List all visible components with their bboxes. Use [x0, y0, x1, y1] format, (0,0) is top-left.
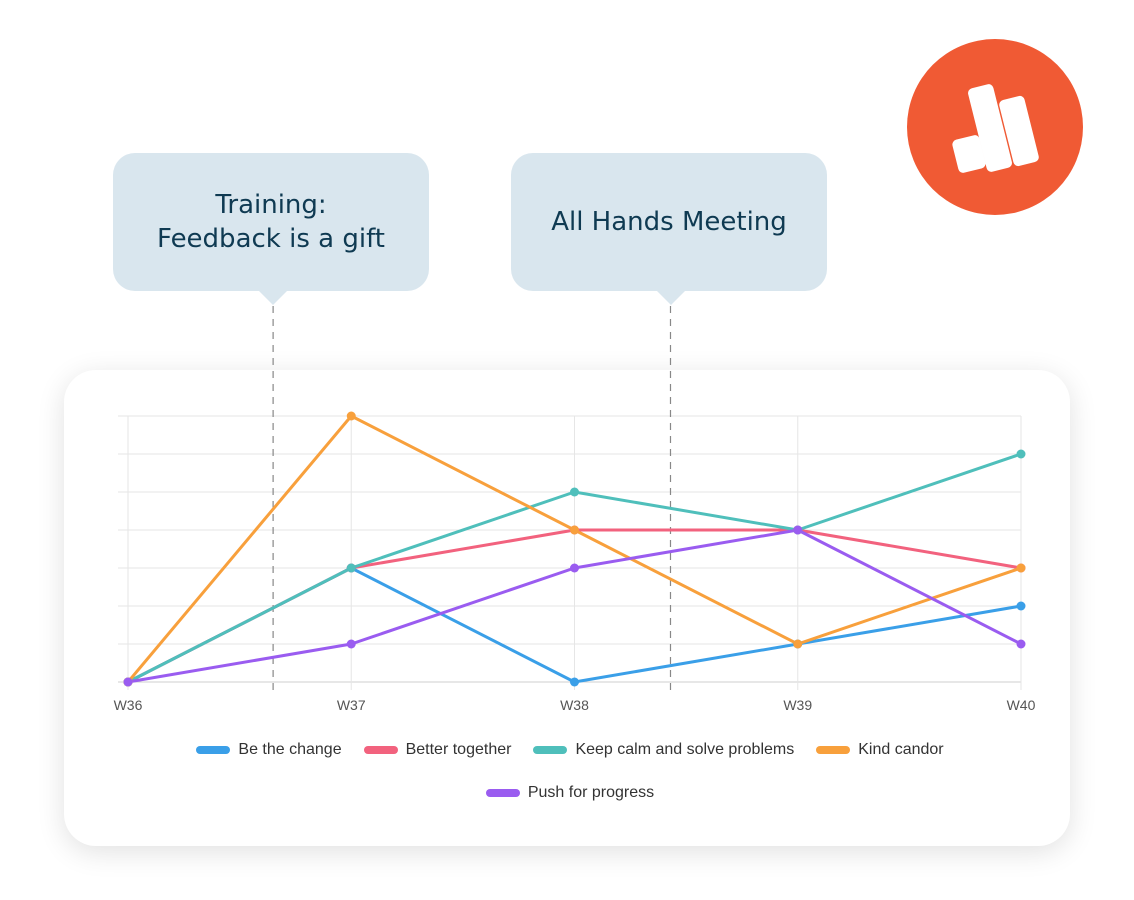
data-point-be-the-change — [1016, 601, 1026, 611]
legend-swatch — [363, 746, 398, 754]
legend-swatch — [196, 746, 231, 754]
legend-row-2: Push for progress — [170, 784, 970, 802]
data-point-keep-calm-and-solve-problems — [346, 563, 356, 573]
callout-training: Training: Feedback is a gift — [113, 153, 429, 305]
bar-chart-logo-icon — [907, 39, 1083, 215]
data-point-push-for-progress — [570, 563, 579, 573]
data-point-push-for-progress — [793, 525, 803, 535]
legend-item[interactable]: Be the change — [196, 741, 342, 759]
legend-label: Be the change — [238, 741, 342, 758]
legend-item[interactable]: Kind candor — [816, 741, 944, 759]
data-point-push-for-progress — [346, 639, 356, 649]
x-tick-label: W40 — [1007, 697, 1036, 713]
data-point-kind-candor — [346, 411, 356, 421]
legend-label: Kind candor — [858, 741, 944, 758]
x-tick-label: W36 — [114, 697, 143, 713]
legend-swatch — [485, 789, 520, 797]
legend: Be the change Better together Keep calm an… — [170, 741, 970, 759]
x-tick-label: W39 — [783, 697, 812, 713]
legend-item[interactable]: Push for progress — [485, 784, 655, 802]
legend-item[interactable]: Keep calm and solve problems — [533, 741, 794, 759]
legend-swatch — [816, 746, 851, 754]
data-point-be-the-change — [570, 677, 579, 687]
legend-swatch — [533, 746, 568, 754]
data-point-push-for-progress — [123, 677, 133, 687]
data-point-keep-calm-and-solve-problems — [1016, 449, 1026, 459]
x-tick-label: W37 — [337, 697, 366, 713]
data-point-kind-candor — [1016, 563, 1026, 573]
legend-label: Better together — [405, 741, 512, 758]
callout-all-hands-text: All Hands Meeting — [551, 207, 787, 237]
legend-item[interactable]: Better together — [363, 741, 512, 759]
data-point-kind-candor — [793, 639, 803, 649]
legend-label: Push for progress — [527, 784, 655, 801]
callout-all-hands: All Hands Meeting — [511, 153, 827, 305]
legend-label: Keep calm and solve problems — [575, 741, 795, 758]
data-point-push-for-progress — [1016, 639, 1026, 649]
data-point-keep-calm-and-solve-problems — [570, 487, 579, 497]
data-point-kind-candor — [570, 525, 579, 535]
x-tick-label: W38 — [560, 697, 589, 713]
callout-training-text: Training: Feedback is a gift — [157, 190, 385, 254]
